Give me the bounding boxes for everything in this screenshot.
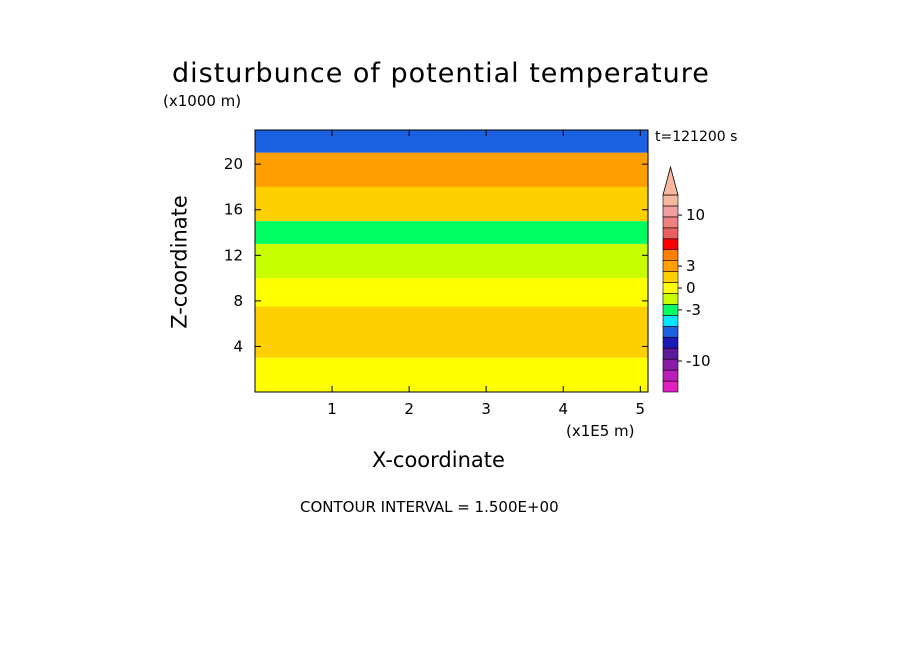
colorbar-segment [662, 282, 679, 294]
colorbar-tick-label: 3 [686, 257, 696, 275]
colorbar-tick-label: 10 [686, 206, 705, 224]
plot-frame [254, 129, 649, 393]
x-tick-label: 3 [481, 400, 491, 418]
x-tick-label: 1 [327, 400, 337, 418]
colorbar-tick-label: 0 [686, 279, 696, 297]
colorbar-segment [662, 315, 679, 327]
x-axis-unit: (x1E5 m) [566, 422, 635, 440]
colorbar-segment [662, 304, 679, 316]
colorbar-tick-label: -3 [686, 301, 701, 319]
contour-field [255, 130, 648, 392]
contour-band [255, 289, 648, 307]
colorbar-segment [662, 249, 679, 261]
colorbar-tick-label: -10 [686, 352, 711, 370]
contour-band [255, 243, 648, 279]
colorbar-segment [662, 205, 679, 218]
contour-band [255, 357, 648, 392]
colorbar-arrow [662, 165, 679, 196]
y-axis-unit: (x1000 m) [163, 92, 242, 110]
colorbar-segment [662, 227, 679, 240]
x-tick-label: 5 [636, 400, 646, 418]
colorbar-segment [662, 380, 679, 393]
contour-band [255, 152, 648, 187]
colorbar-segment [662, 336, 679, 349]
contour-band [255, 306, 648, 358]
colorbar-segment [662, 347, 679, 360]
colorbar-segment [662, 260, 679, 272]
contour-interval-label: CONTOUR INTERVAL = 1.500E+00 [300, 498, 559, 516]
contour-band [255, 186, 648, 222]
colorbar: 10 3 0 -3 -10 [662, 165, 711, 393]
y-tick-label: 20 [224, 155, 243, 173]
colorbar-segment [662, 194, 679, 207]
x-tick-label: 4 [558, 400, 568, 418]
colorbar-segment [662, 293, 679, 305]
colorbar-segment [662, 238, 679, 251]
y-tick-label: 16 [224, 201, 243, 219]
colorbar-segment [662, 358, 679, 371]
y-tick-label: 4 [233, 337, 243, 355]
contour-band [255, 221, 648, 244]
colorbar-segment [662, 326, 679, 338]
contour-band [255, 130, 648, 153]
x-axis-label: X-coordinate [372, 448, 505, 472]
colorbar-segment [662, 369, 679, 382]
contour-band [255, 278, 648, 290]
y-tick-label: 12 [224, 246, 243, 264]
y-tick-label: 8 [233, 292, 243, 310]
colorbar-segment [662, 271, 679, 283]
time-label: t=121200 s [655, 129, 738, 145]
x-tick-label: 2 [404, 400, 414, 418]
colorbar-segment [662, 216, 679, 229]
chart-title: disturbunce of potential temperature [172, 58, 710, 89]
